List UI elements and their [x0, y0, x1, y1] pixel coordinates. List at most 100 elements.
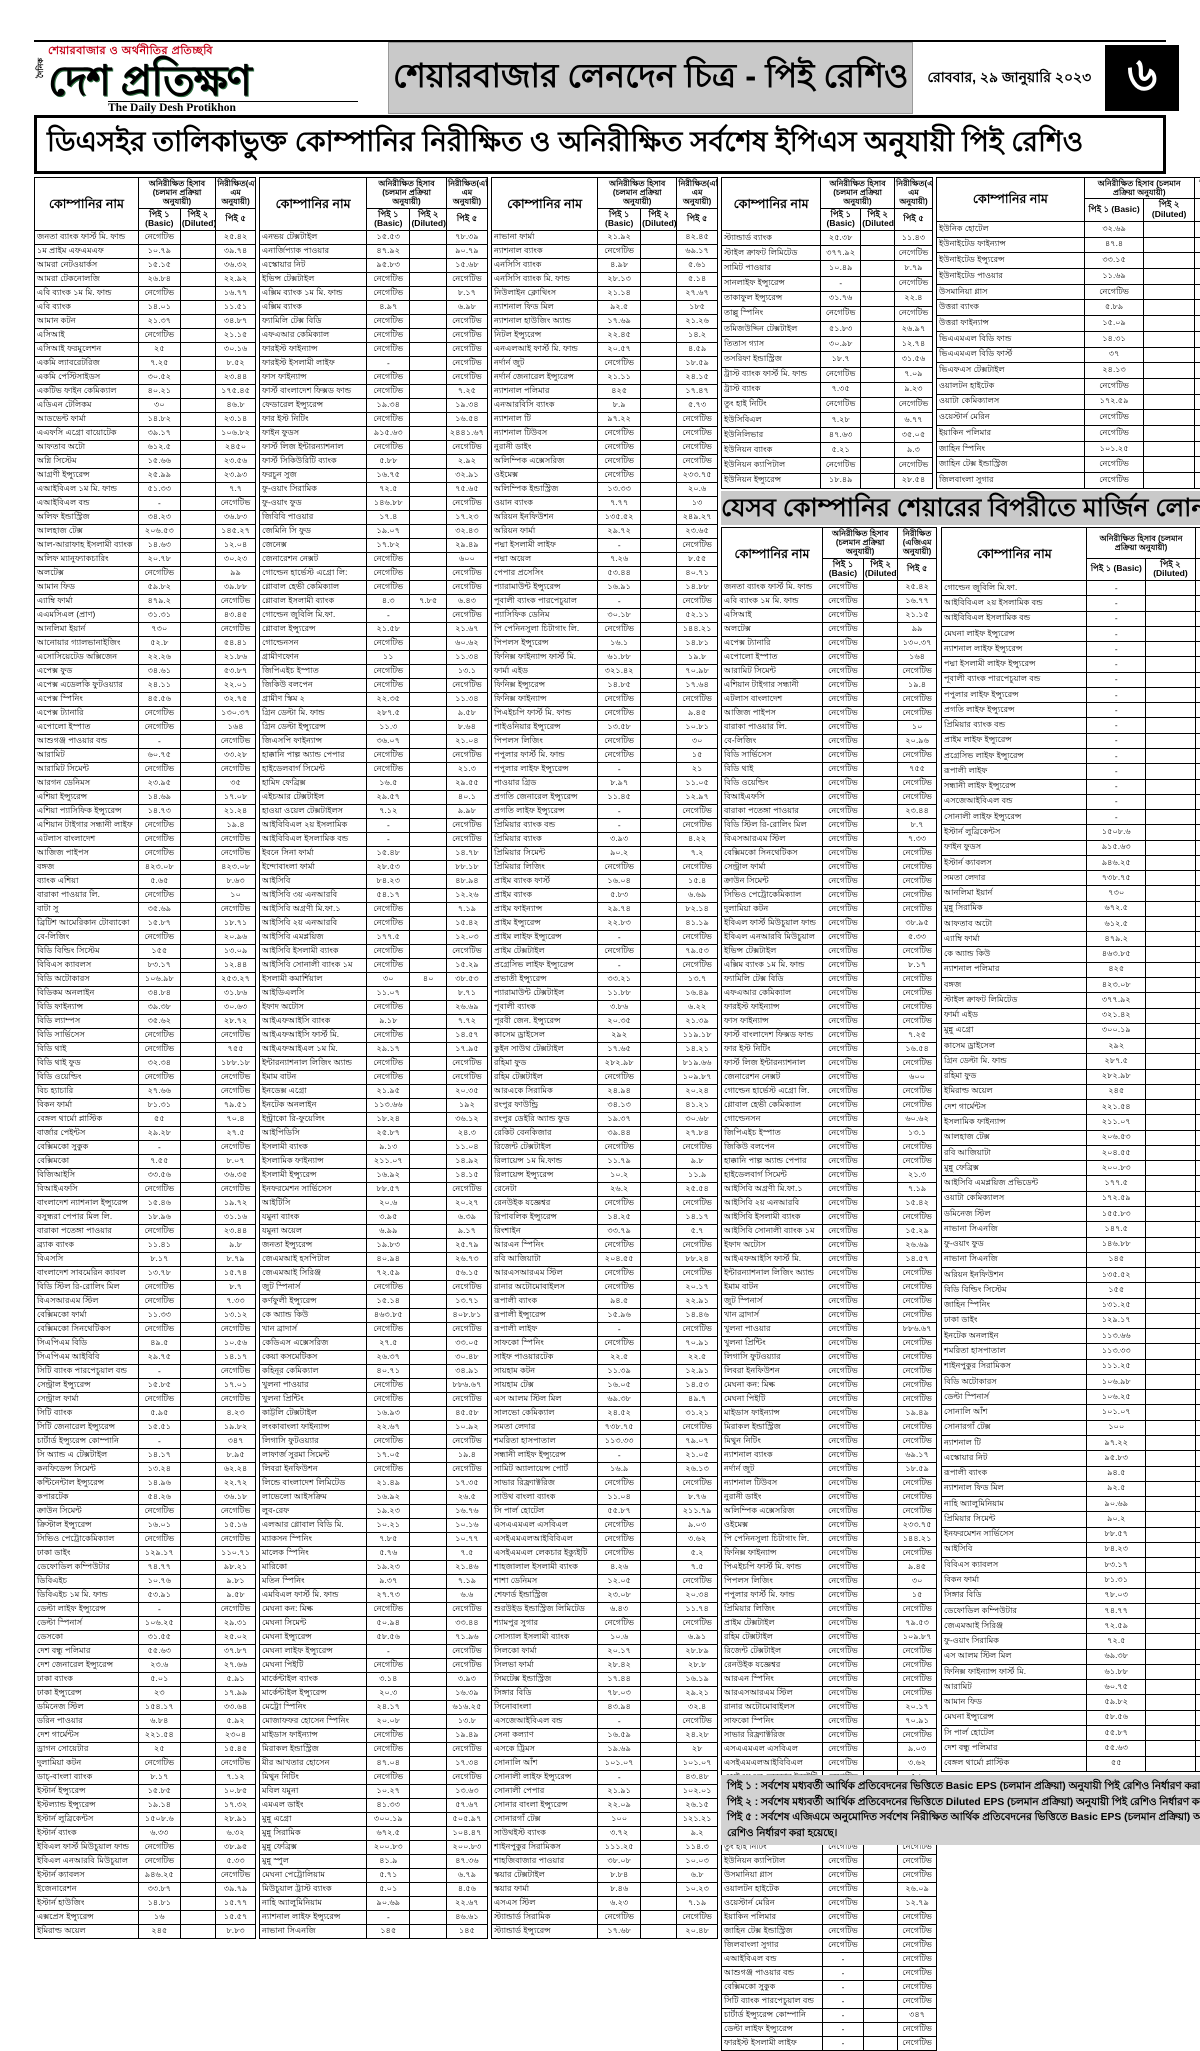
pe5-value: ৩০ — [677, 735, 718, 749]
pe5-value: ১৭.৬৪ — [677, 679, 718, 693]
company-name: আইসিবি ২য় এনআরবি — [722, 1197, 823, 1211]
company-name: ইবিএল এনআরবি মিউচুয়াল — [722, 931, 823, 945]
pe5-value: নেগেটিভ — [446, 609, 487, 623]
pe2-value — [641, 987, 677, 1001]
audited-header: নিরীক্ষিত(এজি এম অনুযায়ী) — [446, 178, 487, 209]
pe5-value: নেগেটিভ — [1195, 871, 1200, 886]
pe2-value — [863, 623, 897, 637]
pe2-value — [861, 306, 895, 321]
company-name: এবি ব্যাংক ১ম মি. ফান্ড — [35, 287, 139, 301]
page-title: শেয়ারবাজার লেনদেন চিত্র - পিই রেশিও — [388, 42, 913, 114]
table-row: জাহিন স্পিনিং১০১.২৫নেগেটিভ — [937, 441, 1200, 457]
pe2-value — [863, 805, 897, 819]
pe2-value — [641, 567, 677, 581]
pe1-value: ২১১.০৭ — [1087, 1115, 1146, 1130]
pe2-value — [641, 301, 677, 315]
company-name: গ্লোবাল হেভী কেমিক্যাল — [260, 581, 367, 595]
pe2-value — [863, 1897, 897, 1911]
pe5-value: ১৯.৪ — [446, 1449, 487, 1463]
company-name: ন্যাশনাল ব্যাংক — [492, 245, 598, 259]
pe2-value — [863, 1449, 897, 1463]
company-name: খুলনা প্রিন্টিং — [260, 1393, 367, 1407]
pe2-value — [410, 819, 446, 833]
pe2-value — [641, 1421, 677, 1435]
pe1-value: ৭৮.০৩ — [1087, 1588, 1146, 1603]
pe2-value — [180, 1365, 215, 1379]
pe1-value: ৫২.৮ — [138, 637, 180, 651]
pe1-value: ২২.৩৫ — [367, 693, 410, 707]
company-name: তাকাফুল ইন্স্যুরেন্স — [722, 291, 821, 306]
pe5-value: ১০ — [898, 721, 937, 735]
pe5-value: ২২.৪ — [895, 291, 933, 306]
pe5-value: নেগেটিভ — [895, 306, 933, 321]
company-name: ইউনাইটেড পাওয়ার — [937, 269, 1085, 285]
pe2-value — [410, 1897, 446, 1911]
company-name: আশুগঞ্জ পাওয়ার বন্ড — [722, 1967, 823, 1981]
company-name: ক্রাউন সিমেন্ট — [35, 1505, 139, 1519]
pe1-value: ১১.৬৯ — [1084, 269, 1144, 285]
pe5-value: নেগেটিভ — [446, 1183, 487, 1197]
pe2-value — [1144, 237, 1194, 253]
pe1-value: ৪০.২১ — [138, 385, 180, 399]
pe1-value: নেগেটিভ — [138, 1225, 180, 1239]
pe1-value: ৪০.৯৪ — [367, 1253, 410, 1267]
pe5-value: ৬০.৬২ — [898, 1113, 937, 1127]
company-name: ফ্যামিলি টেক্স বিডি — [722, 973, 823, 987]
pe1-value: ৯.৩৭ — [367, 1575, 410, 1589]
pe1-value: নেগেটিভ — [823, 1687, 864, 1701]
pe5-value: ৮৮৬.৬৭ — [898, 1323, 937, 1337]
pe1-value: ১০.৭৬ — [138, 1575, 180, 1589]
pe2-value — [641, 1029, 677, 1043]
pe1-value: ২৪৫ — [138, 1925, 180, 1939]
pe1-value: নেগেটিভ — [823, 1883, 864, 1897]
pe1-value: ৫৫.৮৭ — [598, 1505, 641, 1519]
pe5-value: ৯.৮ — [216, 1239, 256, 1253]
pe5-value: ৬০০ — [898, 1071, 937, 1085]
pe5-value: ২৩.১৪ — [216, 413, 256, 427]
pe2-value — [863, 1309, 897, 1323]
pe1-value: ৪৬৩.৮৫ — [367, 1309, 410, 1323]
pe1-value: ৬১.৮৮ — [598, 651, 641, 665]
pe2-value — [863, 1505, 897, 1519]
pe2-value — [180, 861, 215, 875]
pe5-value: নেগেটিভ — [895, 397, 933, 412]
company-name: ফাস ফাইন্যান্স — [260, 371, 367, 385]
pe1-value: ১০.২ — [598, 1169, 641, 1183]
pe1-value: ১৯.২৩ — [367, 1561, 410, 1575]
pe5-value: নেগেটিভ — [898, 2023, 937, 2037]
company-name: ওয়ালটন হাইটেক — [937, 378, 1085, 394]
company-name: জাহিন টেক্স ইন্ডাস্ট্রিজ — [937, 457, 1085, 473]
company-name: ইউনাইটেড ফাইন্যান্স — [937, 237, 1085, 253]
pe1-value: ৯৫.৮৩ — [1087, 1451, 1146, 1466]
pe1-value: নেগেটিভ — [367, 1323, 410, 1337]
pe2-value — [180, 315, 215, 329]
company-name: রিজেন্ট টেক্সটাইল — [492, 1141, 598, 1155]
pe2-value — [410, 1547, 446, 1561]
pe2-value — [641, 1393, 677, 1407]
pe5-value: ২৬.৭৩ — [446, 1253, 487, 1267]
pe1-value: নেগেটিভ — [138, 1029, 180, 1043]
pe2-value — [1144, 269, 1194, 285]
pe1-value: ৭৮.০৩ — [598, 1687, 641, 1701]
pe5-value: ৭০.৪ — [216, 1113, 256, 1127]
pe2-value — [180, 1561, 215, 1575]
company-name: সিটি ব্যাংক পারপেচুয়াল বন্ড — [35, 1365, 139, 1379]
pe1-value: ১৩.৭৮ — [138, 1267, 180, 1281]
company-name: নাভানা ফার্মা — [492, 231, 598, 245]
